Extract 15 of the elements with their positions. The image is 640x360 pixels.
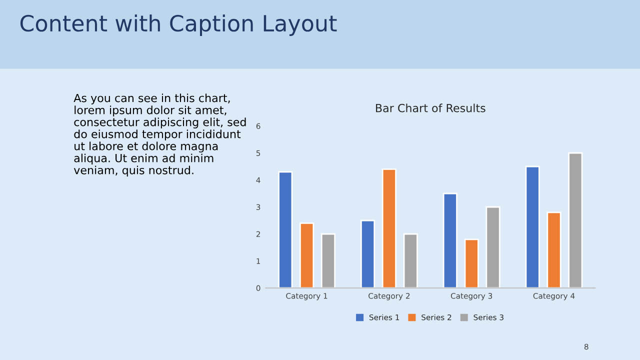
text: As you can see in this chart, lorem ipsum dolor sit amet, consectetur adipiscing elit, sed do eiusmod tempor incididunt ut labore et dolore magna aliqua. Ut enim ad minim veniam, quis nostrud. [74,94,246,176]
bar [403,233,418,288]
text: Content with Caption Layout [20,14,337,36]
bar [525,166,540,288]
bar [278,171,293,288]
bar [464,238,479,288]
bar [486,206,500,288]
chart-title: Bar Chart of Results [376,104,486,112]
bar [546,212,562,288]
bar [320,233,336,288]
bar [382,168,396,288]
bar [360,220,376,288]
bar [300,222,314,288]
bar [442,192,458,288]
bar [568,152,583,288]
